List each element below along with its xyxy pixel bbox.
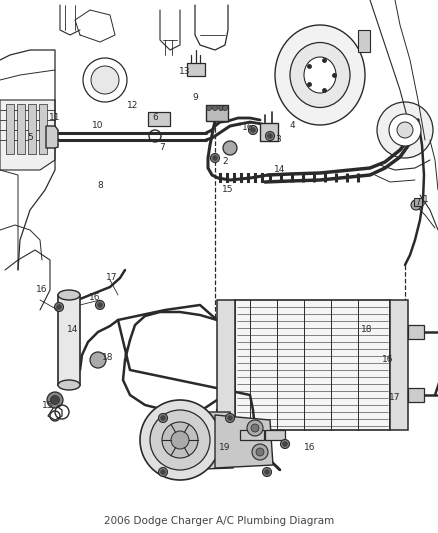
Text: 2006 Dodge Charger A/C Plumbing Diagram: 2006 Dodge Charger A/C Plumbing Diagram bbox=[104, 516, 334, 526]
Text: 16: 16 bbox=[382, 356, 394, 365]
Bar bbox=[217, 300, 235, 430]
Circle shape bbox=[377, 102, 433, 158]
Polygon shape bbox=[0, 100, 55, 170]
Text: 13: 13 bbox=[179, 68, 191, 77]
Bar bbox=[187, 63, 205, 76]
Text: 16: 16 bbox=[36, 286, 48, 295]
Bar bbox=[390, 300, 408, 430]
Circle shape bbox=[98, 303, 102, 308]
Circle shape bbox=[160, 416, 166, 421]
Text: 11: 11 bbox=[49, 114, 61, 123]
Circle shape bbox=[268, 134, 272, 139]
Circle shape bbox=[280, 440, 290, 448]
Ellipse shape bbox=[290, 43, 350, 108]
Text: 16: 16 bbox=[242, 124, 254, 133]
Circle shape bbox=[226, 414, 234, 423]
Circle shape bbox=[57, 304, 61, 310]
Bar bbox=[6, 104, 14, 154]
Text: 18: 18 bbox=[361, 326, 373, 335]
Circle shape bbox=[91, 66, 119, 94]
Ellipse shape bbox=[58, 290, 80, 300]
Circle shape bbox=[159, 414, 167, 423]
Bar bbox=[235, 300, 390, 430]
Bar bbox=[58, 295, 80, 385]
Text: 9: 9 bbox=[192, 93, 198, 102]
Text: 7: 7 bbox=[159, 143, 165, 152]
Circle shape bbox=[411, 200, 421, 210]
Text: 17: 17 bbox=[106, 273, 118, 282]
Text: 16: 16 bbox=[304, 443, 316, 453]
Circle shape bbox=[262, 467, 272, 477]
Circle shape bbox=[252, 444, 268, 460]
Text: 10: 10 bbox=[92, 120, 104, 130]
Circle shape bbox=[247, 420, 263, 436]
Circle shape bbox=[223, 141, 237, 155]
Bar bbox=[206, 105, 228, 121]
Bar bbox=[39, 104, 47, 154]
Text: 14: 14 bbox=[67, 326, 79, 335]
Circle shape bbox=[171, 431, 189, 449]
Bar bbox=[414, 198, 422, 206]
Circle shape bbox=[140, 400, 220, 480]
Circle shape bbox=[47, 392, 63, 408]
Bar bbox=[408, 388, 424, 402]
Circle shape bbox=[251, 127, 255, 133]
Circle shape bbox=[212, 156, 218, 160]
Ellipse shape bbox=[304, 57, 336, 93]
Text: 16: 16 bbox=[89, 294, 101, 303]
Text: 2: 2 bbox=[222, 157, 228, 166]
Circle shape bbox=[397, 122, 413, 138]
Text: 12: 12 bbox=[127, 101, 139, 109]
Circle shape bbox=[248, 125, 258, 134]
Text: 6: 6 bbox=[152, 114, 158, 123]
Circle shape bbox=[265, 132, 275, 141]
Circle shape bbox=[95, 301, 105, 310]
Ellipse shape bbox=[58, 380, 80, 390]
Circle shape bbox=[212, 106, 218, 110]
Polygon shape bbox=[46, 126, 58, 148]
Circle shape bbox=[150, 410, 210, 470]
Text: 3: 3 bbox=[275, 135, 281, 144]
Bar bbox=[408, 325, 424, 339]
Circle shape bbox=[251, 424, 259, 432]
Polygon shape bbox=[215, 415, 273, 468]
Circle shape bbox=[162, 422, 198, 458]
Text: 18: 18 bbox=[102, 353, 114, 362]
Text: 15: 15 bbox=[42, 400, 54, 409]
Circle shape bbox=[223, 106, 227, 110]
Text: 17: 17 bbox=[389, 393, 401, 402]
Circle shape bbox=[160, 470, 166, 474]
Circle shape bbox=[265, 470, 269, 474]
Circle shape bbox=[83, 58, 127, 102]
Bar bbox=[265, 430, 285, 440]
Polygon shape bbox=[165, 412, 237, 470]
Text: 15: 15 bbox=[222, 185, 234, 195]
Bar bbox=[240, 430, 264, 440]
Text: 14: 14 bbox=[274, 166, 286, 174]
Bar bbox=[148, 112, 170, 126]
Circle shape bbox=[227, 416, 233, 421]
Circle shape bbox=[90, 352, 106, 368]
Text: 1: 1 bbox=[423, 196, 429, 205]
Circle shape bbox=[219, 106, 223, 110]
Bar bbox=[17, 104, 25, 154]
Circle shape bbox=[54, 303, 64, 311]
Ellipse shape bbox=[275, 25, 365, 125]
Bar bbox=[28, 104, 36, 154]
Circle shape bbox=[211, 154, 219, 163]
Text: 5: 5 bbox=[27, 133, 33, 141]
Bar bbox=[260, 123, 278, 141]
Text: 4: 4 bbox=[289, 120, 295, 130]
Circle shape bbox=[206, 106, 212, 110]
Circle shape bbox=[50, 395, 60, 405]
Circle shape bbox=[389, 114, 421, 146]
Bar bbox=[358, 30, 370, 52]
Circle shape bbox=[159, 467, 167, 477]
Circle shape bbox=[256, 448, 264, 456]
Text: 8: 8 bbox=[97, 181, 103, 190]
Circle shape bbox=[283, 441, 287, 447]
Text: 19: 19 bbox=[219, 443, 231, 453]
